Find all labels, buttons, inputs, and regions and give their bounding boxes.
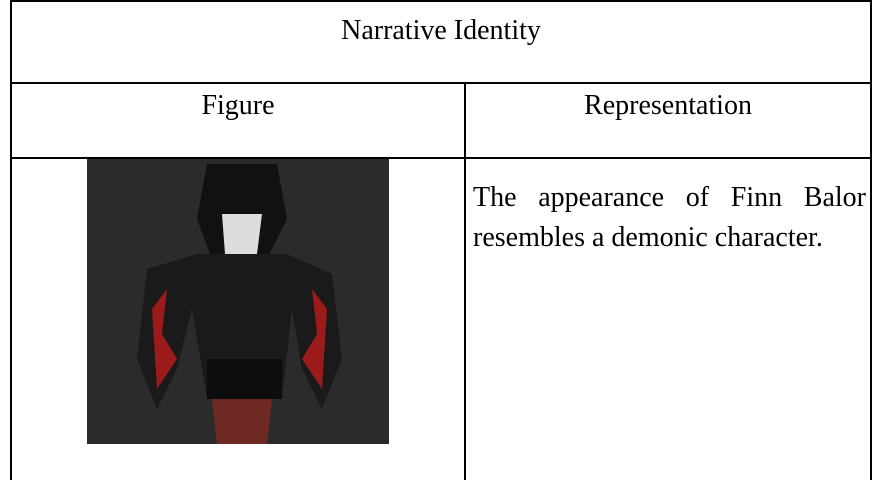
table-border-top (10, 0, 872, 2)
table-border-right (870, 0, 872, 480)
representation-text: The appearance of Finn Balor resembles a… (473, 182, 866, 253)
image-body (137, 254, 342, 409)
row-divider (10, 157, 872, 159)
column-divider (464, 83, 466, 480)
image-trunks (207, 359, 282, 399)
table-title: Narrative Identity (341, 15, 541, 46)
figure-image (87, 159, 389, 444)
table-border-left (10, 0, 12, 480)
image-face (222, 214, 262, 264)
column-header: Representation (584, 90, 752, 121)
row-divider (10, 82, 872, 84)
column-header: Figure (201, 90, 275, 121)
image-legs (212, 399, 272, 444)
